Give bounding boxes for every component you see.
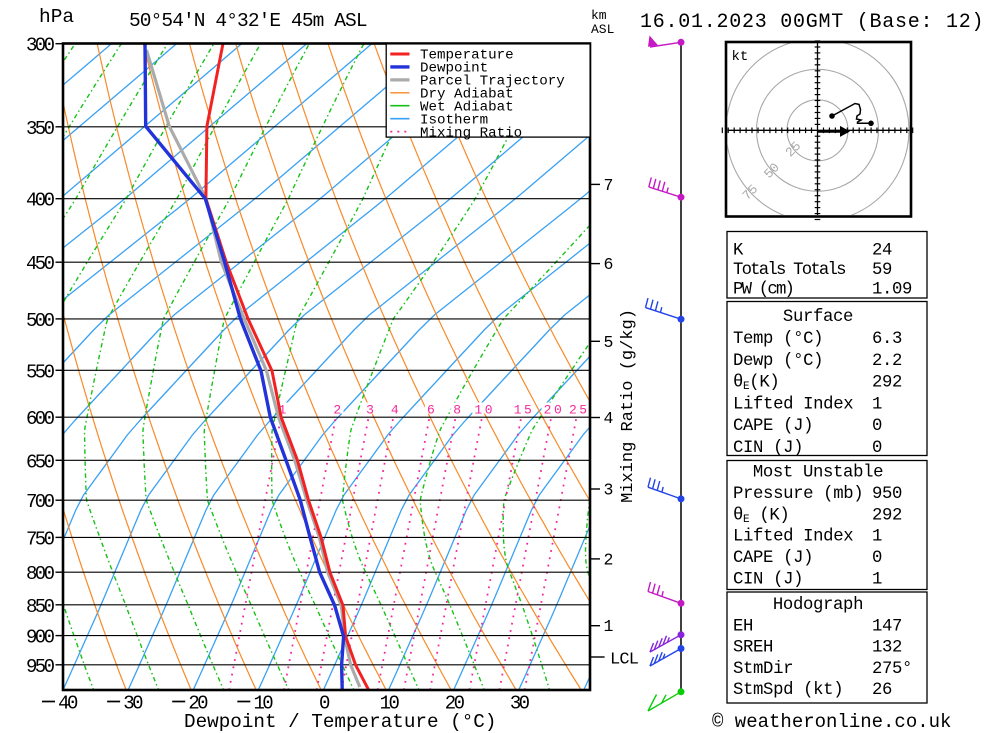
svg-text:147: 147: [872, 617, 902, 636]
svg-text:950: 950: [872, 485, 902, 504]
svg-text:24: 24: [872, 242, 892, 261]
svg-text:Most Unstable: Most Unstable: [753, 464, 883, 483]
svg-text:6: 6: [427, 403, 437, 418]
svg-text:Isotherm: Isotherm: [420, 112, 488, 128]
svg-text:© weatheronline.co.uk: © weatheronline.co.uk: [712, 711, 951, 733]
svg-text:450: 450: [26, 253, 55, 275]
svg-text:59: 59: [872, 261, 892, 280]
svg-text:1: 1: [872, 528, 882, 547]
svg-text:15: 15: [514, 403, 535, 418]
svg-text:30: 30: [510, 693, 530, 715]
svg-text:Parcel Trajectory: Parcel Trajectory: [420, 74, 565, 90]
svg-text:950: 950: [26, 656, 55, 678]
svg-text:550: 550: [26, 361, 55, 383]
svg-text:25: 25: [569, 403, 590, 418]
svg-text:Totals Totals: Totals Totals: [733, 261, 845, 280]
svg-text:LCL: LCL: [610, 651, 639, 670]
svg-text:10: 10: [474, 403, 495, 418]
svg-text:10: 10: [253, 693, 273, 715]
svg-text:PW (cm): PW (cm): [733, 281, 793, 300]
svg-text:Temperature: Temperature: [420, 48, 514, 64]
svg-text:Temp (°C): Temp (°C): [733, 330, 823, 349]
svg-text:7: 7: [604, 176, 614, 195]
svg-text:600: 600: [26, 408, 55, 430]
svg-text:1.09: 1.09: [872, 281, 912, 300]
svg-text:350: 350: [26, 118, 55, 140]
svg-text:4: 4: [604, 409, 614, 428]
svg-text:20: 20: [544, 403, 565, 418]
svg-text:275°: 275°: [872, 660, 912, 679]
svg-text:1: 1: [872, 395, 882, 414]
svg-text:0: 0: [872, 417, 882, 436]
svg-text:EH: EH: [733, 617, 753, 636]
svg-text:1: 1: [279, 403, 289, 418]
svg-text:km: km: [591, 8, 607, 23]
svg-text:CIN (J): CIN (J): [733, 439, 803, 458]
svg-text:θE(K): θE(K): [733, 374, 779, 394]
svg-text:6: 6: [604, 255, 614, 274]
svg-text:3: 3: [366, 403, 376, 418]
svg-text:20: 20: [445, 693, 465, 715]
svg-text:0: 0: [872, 549, 882, 568]
svg-text:2: 2: [333, 403, 343, 418]
svg-text:850: 850: [26, 596, 55, 618]
svg-text:Dewpoint / Temperature (°C): Dewpoint / Temperature (°C): [184, 711, 496, 733]
svg-text:5: 5: [604, 333, 614, 352]
svg-text:CAPE (J): CAPE (J): [733, 417, 813, 436]
svg-text:1: 1: [872, 571, 882, 590]
svg-text:300: 300: [26, 35, 55, 57]
svg-text:Wet Adiabat: Wet Adiabat: [420, 99, 514, 115]
svg-text:900: 900: [26, 627, 55, 649]
svg-text:3: 3: [604, 481, 614, 500]
svg-text:50°54'N 4°32'E 45m ASL: 50°54'N 4°32'E 45m ASL: [129, 10, 367, 32]
svg-text:4: 4: [391, 403, 401, 418]
svg-text:θE (K): θE (K): [733, 506, 789, 526]
svg-text:StmSpd (kt): StmSpd (kt): [733, 681, 843, 700]
svg-text:10: 10: [380, 693, 400, 715]
svg-text:30: 30: [123, 693, 143, 715]
svg-text:6.3: 6.3: [872, 330, 902, 349]
svg-text:Surface: Surface: [783, 308, 853, 327]
svg-text:400: 400: [26, 190, 55, 212]
svg-text:0: 0: [872, 439, 882, 458]
svg-text:2: 2: [604, 550, 614, 569]
svg-text:Dry Adiabat: Dry Adiabat: [420, 87, 514, 103]
svg-text:20: 20: [188, 693, 208, 715]
svg-text:Lifted Index: Lifted Index: [733, 528, 853, 547]
svg-text:750: 750: [26, 528, 55, 550]
svg-text:16.01.2023 00GMT (Base: 12): 16.01.2023 00GMT (Base: 12): [640, 11, 984, 34]
svg-text:700: 700: [26, 491, 55, 513]
svg-text:Dewp (°C): Dewp (°C): [733, 352, 823, 371]
svg-text:26: 26: [872, 681, 892, 700]
svg-text:Mixing Ratio (g/kg): Mixing Ratio (g/kg): [619, 309, 638, 503]
svg-text:Pressure (mb): Pressure (mb): [733, 485, 863, 504]
svg-text:650: 650: [26, 451, 55, 473]
svg-text:hPa: hPa: [39, 6, 74, 28]
svg-text:132: 132: [872, 639, 902, 658]
svg-text:SREH: SREH: [733, 639, 773, 658]
svg-text:kt: kt: [732, 49, 749, 65]
svg-text:1: 1: [604, 617, 614, 636]
svg-text:8: 8: [453, 403, 463, 418]
svg-text:CAPE (J): CAPE (J): [733, 549, 813, 568]
svg-text:292: 292: [872, 506, 902, 525]
svg-text:40: 40: [58, 693, 78, 715]
svg-text:Hodograph: Hodograph: [773, 596, 863, 615]
svg-text:CIN (J): CIN (J): [733, 571, 803, 590]
svg-text:Lifted Index: Lifted Index: [733, 395, 853, 414]
svg-text:500: 500: [26, 310, 55, 332]
svg-text:2.2: 2.2: [872, 352, 902, 371]
svg-text:292: 292: [872, 374, 902, 393]
svg-text:StmDir: StmDir: [733, 660, 793, 679]
svg-text:Mixing Ratio: Mixing Ratio: [420, 125, 522, 141]
svg-text:Dewpoint: Dewpoint: [420, 61, 488, 77]
svg-text:800: 800: [26, 563, 55, 585]
svg-text:ASL: ASL: [591, 22, 614, 37]
